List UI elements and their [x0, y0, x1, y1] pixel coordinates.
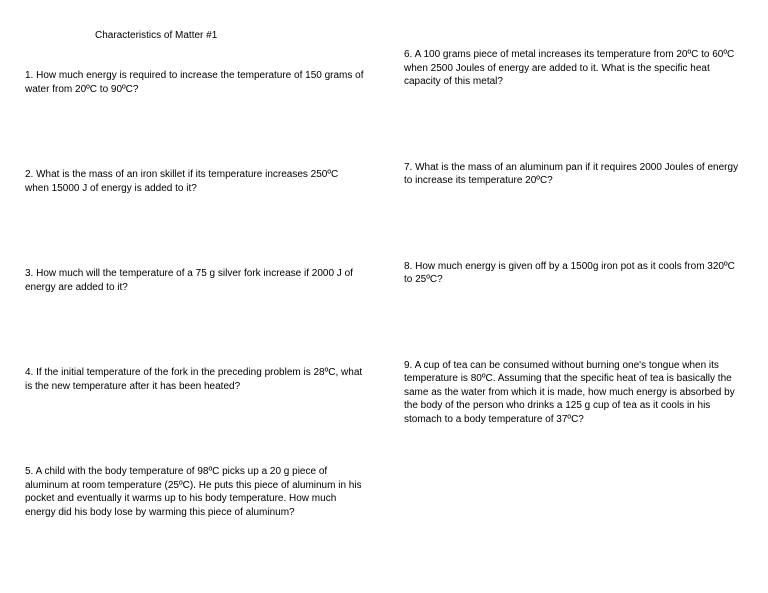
- question-6: 6. A 100 grams piece of metal increases …: [404, 48, 743, 89]
- question-5: 5. A child with the body temperature of …: [25, 465, 364, 519]
- worksheet-page: Characteristics of Matter #1 1. How much…: [25, 30, 743, 563]
- worksheet-title: Characteristics of Matter #1: [95, 30, 364, 41]
- question-4: 4. If the initial temperature of the for…: [25, 366, 364, 393]
- right-column: 6. A 100 grams piece of metal increases …: [404, 30, 743, 563]
- question-9: 9. A cup of tea can be consumed without …: [404, 359, 743, 427]
- question-2: 2. What is the mass of an iron skillet i…: [25, 168, 364, 195]
- question-1: 1. How much energy is required to increa…: [25, 69, 364, 96]
- left-column: Characteristics of Matter #1 1. How much…: [25, 30, 364, 563]
- question-7: 7. What is the mass of an aluminum pan i…: [404, 161, 743, 188]
- question-3: 3. How much will the temperature of a 75…: [25, 267, 364, 294]
- question-8: 8. How much energy is given off by a 150…: [404, 260, 743, 287]
